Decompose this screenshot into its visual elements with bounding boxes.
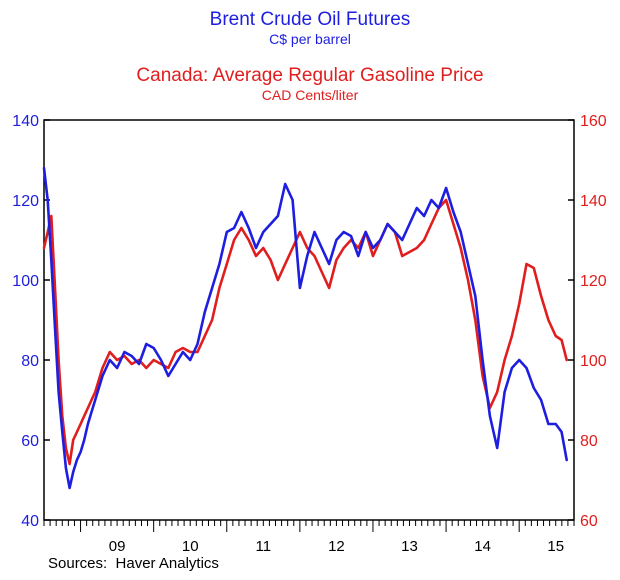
y-left-tick-label: 80 — [21, 353, 39, 370]
chart-title: Brent Crude Oil Futures — [209, 9, 411, 30]
chart-title-2: Canada: Average Regular Gasoline Price — [136, 65, 484, 86]
y-right-tick-label: 160 — [580, 113, 607, 130]
y-left-tick-label: 140 — [12, 113, 39, 130]
y-left-tick-label: 40 — [21, 513, 39, 530]
y-left-tick-label: 60 — [21, 433, 39, 450]
x-tick-label: 09 — [109, 538, 126, 555]
x-tick-label: 12 — [328, 538, 345, 555]
y-left-tick-label: 120 — [12, 193, 39, 210]
x-tick-label: 14 — [474, 538, 491, 555]
y-right-tick-label: 80 — [580, 433, 598, 450]
gasoline-price-line — [42, 198, 569, 466]
x-tick-label: 10 — [182, 538, 199, 555]
plot-frame — [43, 119, 575, 521]
y-right-tick-label: 60 — [580, 513, 598, 530]
brent-crude-line — [42, 166, 569, 490]
chart-subtitle: C$ per barrel — [269, 31, 351, 47]
y-right-tick-label: 140 — [580, 193, 607, 210]
y-left-tick-label: 100 — [12, 273, 39, 290]
y-right-tick-label: 120 — [580, 273, 607, 290]
source-note: Sources: Haver Analytics — [48, 555, 219, 572]
chart-subtitle-2: CAD Cents/liter — [261, 87, 359, 103]
x-tick-label: 13 — [401, 538, 418, 555]
y-right-tick-label: 100 — [580, 353, 607, 370]
x-tick-label: 11 — [256, 538, 272, 555]
x-tick-label: 15 — [547, 538, 564, 555]
